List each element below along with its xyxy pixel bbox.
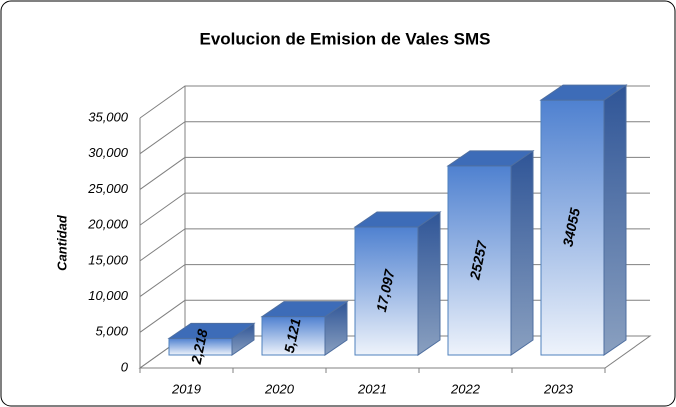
y-tick-label: 5,000 [95, 324, 128, 339]
y-tick-label: 25,000 [87, 181, 129, 196]
y-tick-label: 10,000 [88, 288, 129, 303]
bar-top [353, 211, 442, 228]
bar-front [540, 99, 605, 356]
bar [446, 149, 535, 356]
bar-top [167, 322, 256, 339]
y-tick-label: 30,000 [88, 145, 129, 160]
value-label: 34055 [559, 206, 583, 248]
bar-front [261, 316, 326, 356]
bar-front [354, 226, 419, 356]
y-tick-label: 0 [121, 359, 129, 374]
bar-side [510, 149, 534, 356]
y-tick-label: 15,000 [88, 252, 129, 267]
x-tick-label: 2023 [543, 381, 574, 396]
bar-top [539, 84, 628, 101]
bar-top [446, 150, 535, 167]
bar [539, 84, 628, 356]
x-tick-label: 2022 [450, 381, 481, 396]
bar [167, 322, 256, 356]
y-tick-label: 20,000 [87, 217, 129, 232]
bar [353, 211, 442, 356]
x-tick-label: 2021 [357, 381, 387, 396]
x-tick-label: 2019 [171, 381, 201, 396]
value-label: 5,121 [281, 317, 304, 355]
bar-side [417, 211, 441, 356]
bar [260, 300, 349, 356]
bar-front [447, 165, 512, 356]
bar-top [260, 301, 349, 318]
y-axis-label: Cantidad [54, 214, 69, 271]
value-label: 2,218 [188, 327, 211, 366]
y-tick-label: 35,000 [88, 109, 129, 124]
chart-title: Evolucion de Emision de Vales SMS [200, 29, 491, 48]
x-tick-label: 2020 [264, 381, 295, 396]
bar-side [603, 84, 627, 356]
